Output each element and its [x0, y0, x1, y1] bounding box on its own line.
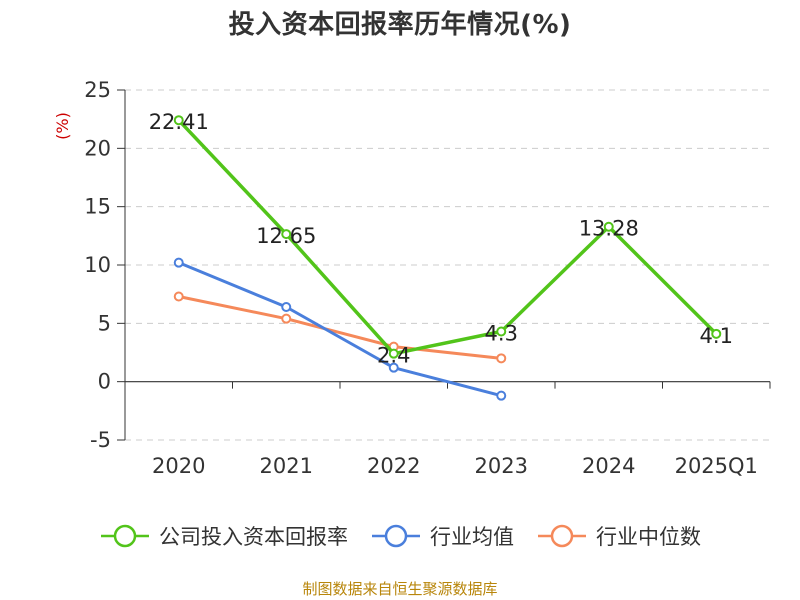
- legend-label: 行业中位数: [596, 525, 701, 549]
- data-label: 4.3: [485, 322, 518, 346]
- series-line: [177, 295, 503, 360]
- grid-lines: [125, 89, 770, 441]
- data-point: [711, 328, 722, 339]
- x-tick-label: 2020: [152, 454, 205, 478]
- legend-item[interactable]: 公司投入资本回报率: [99, 521, 348, 551]
- x-tick-label: 2023: [475, 454, 528, 478]
- legend-marker-icon: [372, 524, 420, 548]
- legend-circle: [550, 524, 574, 548]
- y-tick-label: 25: [84, 78, 111, 102]
- legend-marker-icon: [101, 524, 149, 548]
- series-line: [177, 118, 718, 356]
- data-label: 2.4: [377, 344, 410, 368]
- chart-title: 投入资本回报率历年情况(%): [228, 10, 572, 40]
- data-point: [281, 229, 292, 240]
- axes: 25 20 15 10 5 0 -5 2020 2021 2022 2023 2024 2025Q1: [84, 78, 771, 478]
- x-tick-label: 2024: [582, 454, 635, 478]
- y-tick-label: 5: [98, 311, 111, 335]
- y-axis-label: (%): [53, 112, 72, 140]
- data-labels: 22.41 12.65 2.4 4.3 13.28 4.1: [149, 110, 733, 367]
- y-tick-label: 15: [84, 195, 111, 219]
- y-tick-label: 10: [84, 253, 111, 277]
- x-tick-label: 2021: [260, 454, 313, 478]
- data-point: [603, 221, 614, 232]
- legend-circle: [384, 524, 408, 548]
- y-tick-label: 20: [84, 136, 111, 160]
- data-point: [173, 115, 184, 126]
- data-label: 13.28: [579, 217, 639, 241]
- x-tick-label: 2025Q1: [675, 454, 758, 478]
- legend-label: 公司投入资本回报率: [159, 525, 348, 549]
- y-tick-label: -5: [90, 428, 111, 452]
- data-point: [388, 362, 399, 373]
- data-label: 12.65: [256, 224, 316, 248]
- legend-item[interactable]: 行业均值: [370, 521, 514, 551]
- data-point: [496, 326, 507, 337]
- series-line: [177, 261, 503, 398]
- data-point: [496, 390, 507, 401]
- data-point: [281, 302, 292, 312]
- legend: 公司投入资本回报率 行业均值 行业中位数: [0, 520, 800, 552]
- source-footer: 制图数据来自恒生聚源数据库: [302, 580, 498, 598]
- legend-item[interactable]: 行业中位数: [536, 521, 701, 551]
- legend-marker-icon: [538, 524, 586, 548]
- y-tick-label: 0: [98, 370, 111, 394]
- data-label: 22.41: [149, 110, 209, 134]
- data-point: [388, 348, 399, 359]
- x-tick-label: 2022: [367, 454, 420, 478]
- data-point: [281, 313, 292, 324]
- data-point: [173, 291, 184, 302]
- data-label: 4.1: [700, 324, 733, 348]
- data-point: [496, 353, 507, 364]
- series-lines: [173, 115, 722, 401]
- data-point: [173, 257, 184, 268]
- legend-circle: [113, 524, 137, 548]
- legend-label: 行业均值: [430, 525, 514, 549]
